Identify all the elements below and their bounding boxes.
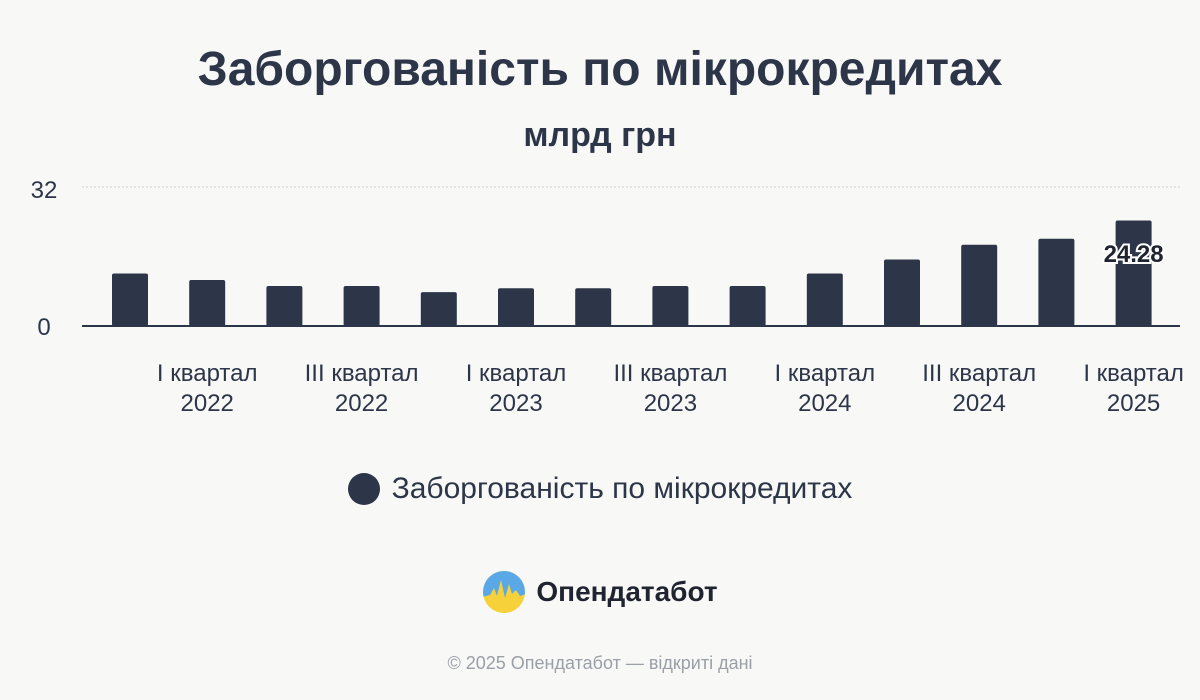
x-tick-label: I квартал 2022 [157, 360, 258, 417]
bar-chart: 32 0 I квартал 2022 III квартал 2022 I квартал… [31, 177, 1184, 417]
x-tick-label: I квартал 2024 [775, 360, 876, 417]
bar [575, 288, 612, 326]
bar [498, 288, 534, 326]
brand: Опендатабот [0, 570, 1200, 614]
data-label: 24.28 [1104, 241, 1164, 268]
chart-legend: Заборгованість по мікрокредитах [0, 472, 1200, 506]
opendatabot-logo-icon [483, 571, 526, 613]
bar [652, 286, 689, 326]
legend-label: Заборгованість по мікрокредитах [391, 472, 853, 505]
bar [189, 279, 226, 326]
bar [1115, 220, 1152, 326]
bar [884, 259, 920, 326]
bar [729, 286, 766, 326]
x-tick-label: I квартал 2023 [466, 360, 567, 417]
legend-swatch [347, 473, 380, 505]
bar [266, 286, 303, 326]
x-tick-label: I квартал 2025 [1083, 360, 1184, 417]
x-tick-label: III квартал 2022 [305, 360, 419, 417]
bar [112, 273, 148, 326]
chart-subtitle: млрд грн [523, 116, 677, 154]
y-tick-label: 0 [37, 314, 50, 341]
brand-name: Опендатабот [536, 576, 718, 607]
bar [806, 273, 843, 326]
footer-copyright[interactable]: © 2025 Опендатабот — відкриті дані [447, 653, 753, 673]
bar [420, 292, 457, 326]
bar [961, 244, 998, 326]
x-tick-label: III квартал 2024 [922, 360, 1036, 417]
bar [343, 286, 380, 326]
x-tick-label: III квартал 2023 [613, 360, 727, 417]
chart-title: Заборгованість по мікрокредитах [197, 43, 1003, 96]
y-tick-label: 32 [31, 177, 58, 204]
bar [1038, 238, 1075, 326]
